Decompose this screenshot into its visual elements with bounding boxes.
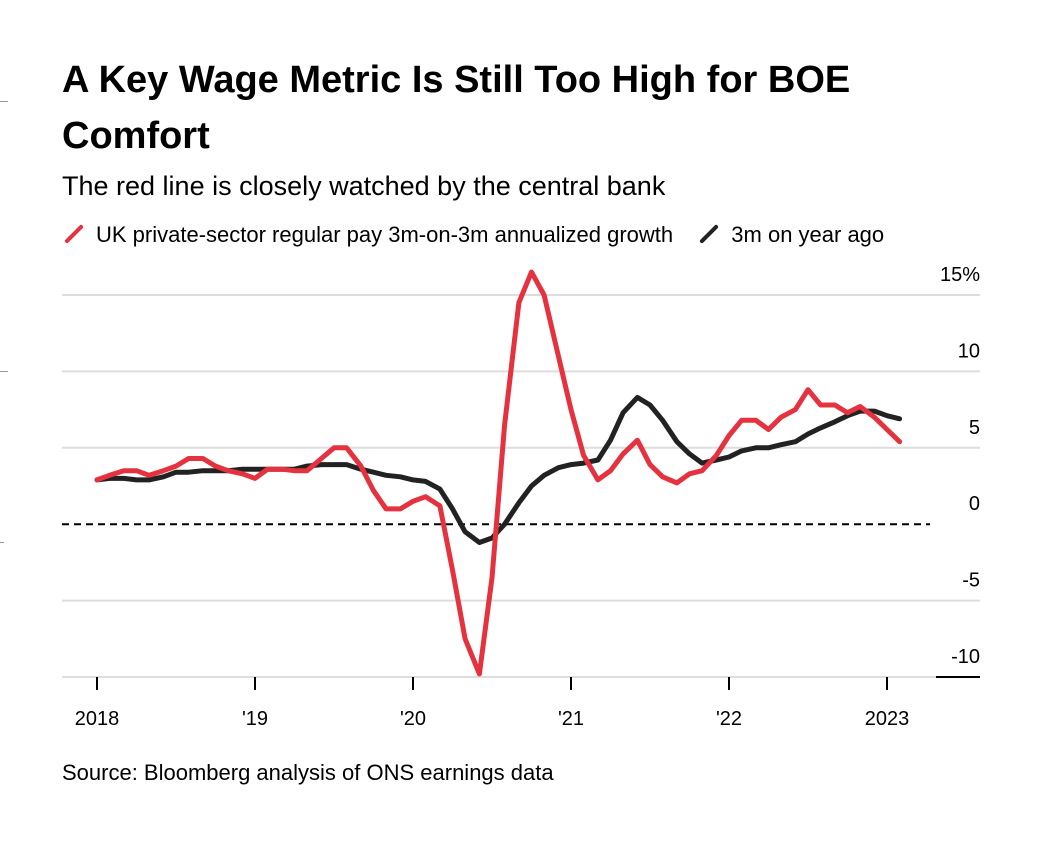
legend-label-red: UK private-sector regular pay 3m-on-3m a…	[96, 222, 674, 247]
y-tick-label: 15%	[940, 264, 980, 286]
x-tick-label: '19	[242, 708, 268, 730]
x-tick-label: '20	[400, 708, 426, 730]
x-tick-label: 2018	[75, 708, 120, 730]
legend-item-red: UK private-sector regular pay 3m-on-3m a…	[62, 220, 673, 250]
source-note: Source: Bloomberg analysis of ONS earnin…	[62, 760, 554, 785]
y-tick-label: 5	[969, 417, 980, 439]
x-tick-label: '22	[716, 708, 742, 730]
margin-mark	[0, 101, 8, 102]
y-tick-label: 10	[958, 340, 980, 362]
margin-mark	[0, 371, 8, 372]
x-tick-label: '21	[558, 708, 584, 730]
margin-mark	[0, 542, 4, 543]
legend: UK private-sector regular pay 3m-on-3m a…	[62, 220, 902, 250]
legend-item-black: 3m on year ago	[697, 220, 884, 250]
grid-lines	[62, 294, 980, 678]
y-tick-label: -5	[962, 570, 980, 592]
chart-subtitle: The red line is closely watched by the c…	[62, 171, 666, 201]
y-axis: 15% 10 5 0 -5 -10	[936, 264, 980, 678]
series-lines	[94, 269, 903, 677]
legend-label-black: 3m on year ago	[731, 222, 885, 247]
y-tick-label: 0	[969, 493, 980, 515]
chart-title: A Key Wage Metric Is Still Too High for …	[62, 59, 851, 157]
x-tick-label: 2023	[865, 708, 910, 730]
series-line-red	[94, 269, 903, 677]
x-axis: 2018 '19 '20 '21 '22 2023	[75, 677, 910, 730]
y-tick-label: -10	[951, 646, 980, 668]
